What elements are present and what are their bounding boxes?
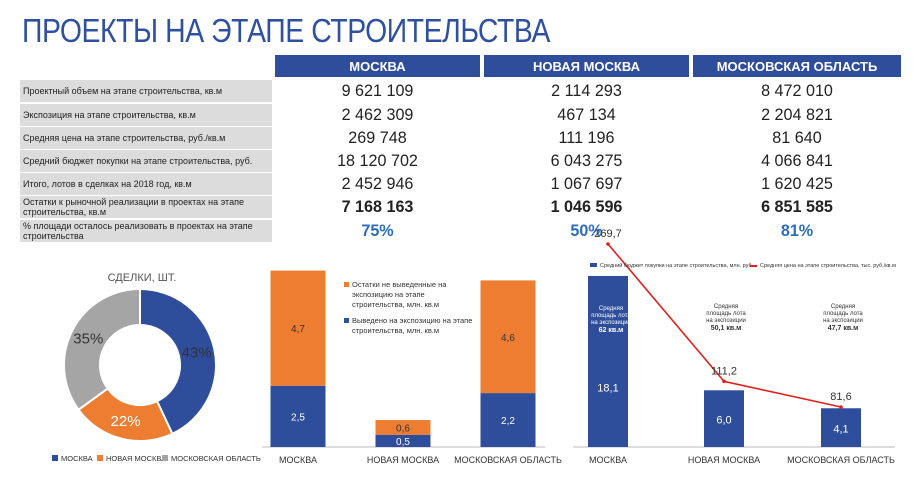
stack-bar-segment: [375, 420, 431, 435]
table-header-new-moscow: НОВАЯ МОСКВА: [484, 55, 689, 77]
legend-label: МОСКОВСКАЯ ОБЛАСТЬ: [171, 454, 261, 463]
stack-bar-segment: [270, 385, 326, 447]
table-cell: 2 452 946: [341, 174, 414, 193]
combo-category-label: МОСКВА: [589, 455, 627, 465]
table-cell: 81%: [780, 221, 814, 240]
annotation-text: Средняя площадь лота на экспозиции: [706, 304, 746, 324]
table-cell: 1 046 596: [550, 197, 623, 216]
stack-bar-segment: [270, 270, 326, 386]
combo-line-value: 111,2: [711, 365, 737, 377]
table-cell: 111 196: [558, 128, 615, 147]
stack-bar-value: 4,7: [291, 324, 305, 335]
combo-bar: [821, 408, 861, 447]
stack-bar-value: 2,2: [501, 416, 515, 427]
legend-label: МОСКВА: [61, 454, 93, 463]
annotation-moscow-region: Средняя площадь лота на экспозиции 47,7 к…: [822, 304, 864, 333]
table-cell: 9 621 109: [341, 81, 414, 100]
stack-category-label: МОСКОВСКАЯ ОБЛАСТЬ: [454, 455, 562, 465]
annotation-moscow: Средняя площадь лота на экспозиции 62 кв.…: [590, 306, 632, 335]
legend-label: Выведено на экспозицию на этапе строител…: [352, 316, 473, 335]
table-cell: 8 472 010: [761, 81, 833, 100]
pie-legend-moscow-region: МОСКОВСКАЯ ОБЛАСТЬ: [162, 454, 261, 464]
table-cell: 7 168 163: [341, 197, 414, 216]
legend-label: Остатки не выведенные на экспозицию на э…: [352, 280, 447, 309]
pie-legend-moscow: МОСКВА: [52, 454, 93, 464]
pie-slice: [63, 287, 141, 412]
table-cell: 1 067 697: [550, 174, 623, 193]
legend-swatch: [344, 282, 349, 287]
combo-legend-price: Средняя цена на этапе строительства, тыс…: [750, 263, 896, 270]
legend-label: Средняя цена на этапе строительства, тыс…: [760, 263, 896, 269]
combo-legend-budget: Средний бюджет покупки на этапе строител…: [590, 263, 753, 270]
stack-bar-segment: [480, 393, 536, 447]
pie-slice-label: 43%: [182, 344, 212, 361]
table-cell: 1 620 425: [761, 174, 833, 193]
stack-bar-segment: [480, 280, 536, 394]
table-row-label: Итого, лотов в сделках на 2018 год, кв.м: [20, 173, 272, 195]
legend-swatch: [750, 264, 757, 267]
annotation-text: Средняя площадь лота на экспозиции: [823, 304, 863, 324]
page-title: ПРОЕКТЫ НА ЭТАПЕ СТРОИТЕЛЬСТВА: [22, 12, 550, 49]
table-row-label: Проектный объем на этапе строительства, …: [20, 80, 272, 102]
combo-line-point: [839, 405, 843, 409]
legend-swatch: [344, 318, 349, 323]
pie-slice-label: 35%: [73, 331, 103, 348]
pie-title: СДЕЛКИ, ШТ.: [107, 272, 177, 284]
annotation-text: Средняя площадь лота на экспозиции: [591, 306, 631, 326]
table-cell: 4 066 841: [761, 151, 833, 170]
combo-line-value: 81,6: [830, 391, 851, 403]
table-cell: 75%: [361, 221, 394, 240]
table-header-moscow: МОСКВА: [275, 55, 480, 77]
combo-category-label: НОВАЯ МОСКВА: [688, 455, 760, 465]
legend-swatch: [52, 455, 58, 461]
pie-slice: [139, 287, 217, 436]
annotation-value: 47,7 кв.м: [827, 324, 859, 332]
table-cell: 6 851 585: [761, 197, 833, 216]
combo-bar: [588, 275, 628, 447]
table-cell: 2 204 821: [761, 105, 833, 124]
table-cell: 269 748: [348, 128, 407, 147]
table-cell: 50%: [570, 221, 603, 240]
table-cell: 18 120 702: [337, 151, 418, 170]
table-cell: 2 462 309: [341, 105, 414, 124]
combo-category-label: МОСКОВСКАЯ ОБЛАСТЬ: [787, 455, 895, 465]
table-row-label: Остатки к рыночной реализации в проектах…: [20, 196, 272, 218]
stack-bar-value: 0,6: [396, 423, 410, 434]
annotation-new-moscow: Средняя площадь лота на экспозиции 50,1 к…: [705, 304, 747, 333]
stack-category-label: НОВАЯ МОСКВА: [367, 455, 439, 465]
table-row-label: Экспозиция на этапе строительства, кв.м: [20, 104, 272, 126]
combo-line-point: [722, 379, 726, 384]
combo-bar: [704, 390, 744, 447]
table-row-label: Средняя цена на этапе строительства, руб…: [20, 127, 272, 149]
combo-line-point: [606, 242, 610, 246]
annotation-value: 50,1 кв.м: [710, 324, 742, 332]
stack-bar-value: 2,5: [291, 412, 305, 423]
stack-bar-value: 4,6: [501, 333, 515, 344]
stack-legend-exposed: Выведено на экспозицию на этапе строител…: [344, 316, 479, 336]
combo-bar-value: 18,1: [597, 382, 618, 394]
table-cell: 2 114 293: [551, 81, 622, 100]
annotation-value: 62 кв.м: [598, 326, 624, 334]
legend-swatch: [97, 455, 103, 461]
stack-legend-remaining: Остатки не выведенные на экспозицию на э…: [344, 280, 479, 309]
table-cell: 467 134: [557, 105, 616, 124]
combo-bar-value: 6,0: [716, 415, 731, 427]
stack-category-label: МОСКВА: [279, 455, 317, 465]
combo-line-value: 269,7: [594, 228, 622, 240]
legend-label: Средний бюджет покупки на этапе строител…: [600, 263, 754, 269]
pie-legend-new-moscow: НОВАЯ МОСКВА: [97, 454, 166, 464]
table-cell: 6 043 275: [550, 151, 623, 170]
stack-bar-segment: [375, 434, 431, 447]
legend-swatch: [162, 455, 168, 461]
pie-slice-label: 22%: [111, 413, 141, 430]
legend-swatch: [590, 263, 597, 267]
combo-bar-value: 4,1: [833, 424, 848, 436]
table-cell: 81 640: [772, 128, 822, 147]
table-row-label: Средний бюджет покупки на этапе строител…: [20, 150, 272, 172]
legend-label: НОВАЯ МОСКВА: [106, 454, 167, 463]
table-row-label: % площади осталось реализовать в проекта…: [20, 220, 272, 242]
table-header-moscow-region: МОСКОВСКАЯ ОБЛАСТЬ: [693, 55, 901, 77]
stack-bar-value: 0,5: [396, 437, 410, 448]
